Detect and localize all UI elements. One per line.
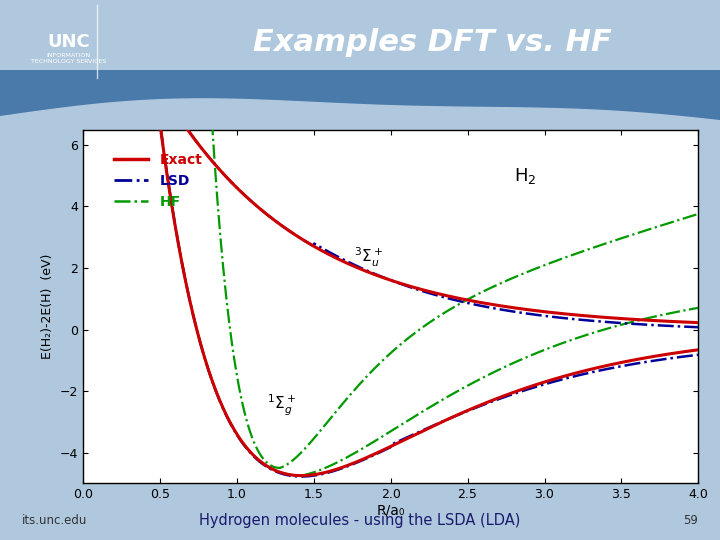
Text: $^1\Sigma_g^+$: $^1\Sigma_g^+$ (268, 393, 297, 418)
Text: 59: 59 (683, 514, 698, 526)
Text: Examples DFT vs. HF: Examples DFT vs. HF (253, 28, 611, 57)
Text: $^3\Sigma_u^+$: $^3\Sigma_u^+$ (354, 245, 383, 268)
Text: UNC: UNC (47, 33, 90, 51)
X-axis label: R/a₀: R/a₀ (377, 504, 405, 518)
Y-axis label: E(H₂)-2E(H)  (eV): E(H₂)-2E(H) (eV) (41, 254, 54, 359)
Text: INFORMATION
TECHNOLOGY SERVICES: INFORMATION TECHNOLOGY SERVICES (31, 53, 106, 64)
Text: H$_2$: H$_2$ (514, 166, 536, 186)
Text: its.unc.edu: its.unc.edu (22, 514, 87, 526)
Text: Hydrogen molecules - using the LSDA (LDA): Hydrogen molecules - using the LSDA (LDA… (199, 512, 521, 528)
Legend: Exact, LSD, HF: Exact, LSD, HF (108, 147, 208, 214)
